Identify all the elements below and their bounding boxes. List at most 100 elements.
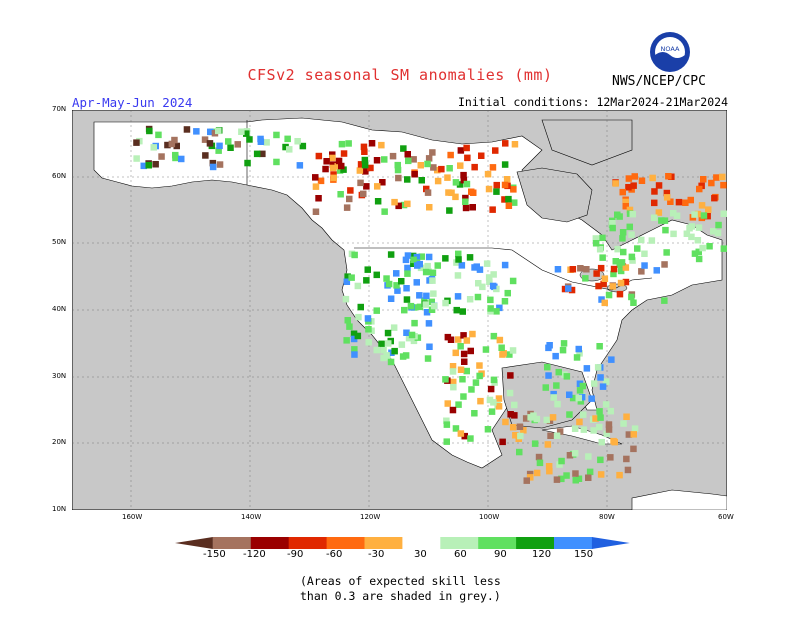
anomaly-cell — [502, 140, 509, 147]
anomaly-cell — [394, 287, 401, 294]
anomaly-cell — [411, 319, 418, 327]
anomaly-cell — [317, 177, 325, 185]
anomaly-cell — [511, 412, 518, 419]
anomaly-cell — [506, 389, 514, 397]
anomaly-cell — [556, 461, 563, 468]
anomaly-cell — [443, 417, 450, 424]
anomaly-cell — [638, 268, 645, 275]
anomaly-cell — [399, 353, 407, 360]
anomaly-cell — [619, 235, 626, 242]
anomaly-cell — [622, 278, 630, 286]
anomaly-cell — [631, 425, 639, 432]
anomaly-cell — [527, 474, 534, 481]
anomaly-cell — [450, 383, 457, 391]
anomaly-cell — [296, 162, 304, 169]
anomaly-cell — [575, 394, 582, 402]
anomaly-cell — [553, 382, 560, 389]
anomaly-cell — [473, 263, 480, 270]
anomaly-cell — [405, 157, 412, 165]
anomaly-cell — [461, 358, 468, 365]
anomaly-cell — [490, 399, 497, 406]
anomaly-cell — [477, 397, 484, 405]
anomaly-cell — [430, 302, 438, 310]
anomaly-cell — [340, 150, 348, 157]
anomaly-cell — [462, 194, 469, 202]
anomaly-cell — [714, 229, 722, 237]
colorbar-segment — [440, 537, 479, 549]
anomaly-cell — [243, 130, 250, 137]
colorbar-segment — [516, 537, 555, 549]
anomaly-cell — [490, 376, 498, 384]
anomaly-cell — [505, 202, 513, 209]
skill-note-line-1: (Areas of expected skill less — [300, 574, 501, 588]
anomaly-cell — [463, 180, 471, 188]
anomaly-cell — [651, 188, 658, 195]
anomaly-cell — [171, 136, 178, 144]
anomaly-cell — [351, 351, 358, 358]
anomaly-cell — [374, 183, 381, 190]
anomaly-cell — [429, 149, 436, 156]
anomaly-cell — [568, 286, 576, 294]
anomaly-cell — [694, 237, 702, 244]
anomaly-cell — [630, 445, 637, 453]
anomaly-cell — [394, 166, 402, 174]
anomaly-cell — [597, 456, 604, 464]
anomaly-cell — [622, 203, 629, 210]
anomaly-cell — [447, 151, 454, 159]
anomaly-cell — [334, 163, 341, 170]
anomaly-cell — [487, 296, 494, 304]
anomaly-cell — [338, 140, 346, 148]
anomaly-cell — [462, 198, 469, 205]
anomaly-cell — [496, 336, 504, 344]
anomaly-cell — [404, 270, 411, 277]
anomaly-cell — [452, 349, 459, 357]
anomaly-cell — [626, 206, 634, 214]
anomaly-cell — [467, 435, 474, 442]
anomaly-cell — [457, 343, 464, 350]
anomaly-cell — [691, 250, 699, 257]
anomaly-cell — [416, 292, 423, 299]
anomaly-cell — [468, 386, 475, 393]
anomaly-cell — [215, 127, 222, 135]
anomaly-cell — [348, 274, 355, 281]
anomaly-cell — [363, 277, 370, 284]
anomaly-cell — [444, 174, 451, 181]
colorbar-label: -120 — [243, 549, 266, 560]
anomaly-cell — [715, 221, 722, 229]
anomaly-cell — [378, 340, 385, 348]
logo-text: NOAA — [661, 45, 680, 53]
anomaly-cell — [544, 363, 551, 371]
anomaly-cell — [357, 179, 364, 187]
anomaly-cell — [438, 165, 445, 173]
anomaly-cell — [463, 367, 470, 375]
anomaly-cell — [342, 295, 350, 303]
anomaly-cell — [503, 176, 511, 183]
anomaly-cell — [667, 198, 674, 205]
anomaly-cell — [592, 415, 599, 422]
anomaly-cell — [571, 425, 579, 432]
anomaly-cell — [374, 198, 382, 205]
anomaly-cell — [553, 476, 561, 483]
lat-label-70n: 70N — [52, 105, 67, 113]
anomaly-cell — [695, 255, 703, 263]
anomaly-cell — [379, 179, 386, 186]
anomaly-cell — [630, 182, 637, 189]
anomaly-cell — [590, 427, 597, 434]
anomaly-cell — [133, 139, 140, 146]
anomaly-cell — [592, 240, 600, 247]
anomaly-cell — [661, 261, 668, 268]
anomaly-cell — [426, 343, 433, 350]
anomaly-cell — [424, 262, 431, 270]
anomaly-cell — [361, 156, 369, 164]
anomaly-cell — [380, 354, 387, 362]
anomaly-cell — [330, 174, 337, 182]
anomaly-cell — [595, 282, 602, 290]
anomaly-cell — [253, 150, 261, 158]
anomaly-cell — [542, 384, 549, 391]
anomaly-cell — [577, 398, 585, 405]
anomaly-cell — [505, 195, 512, 203]
anomaly-cell — [357, 303, 364, 311]
anomaly-cell — [463, 144, 470, 152]
anomaly-cell — [411, 171, 418, 178]
anomaly-cell — [594, 364, 602, 371]
